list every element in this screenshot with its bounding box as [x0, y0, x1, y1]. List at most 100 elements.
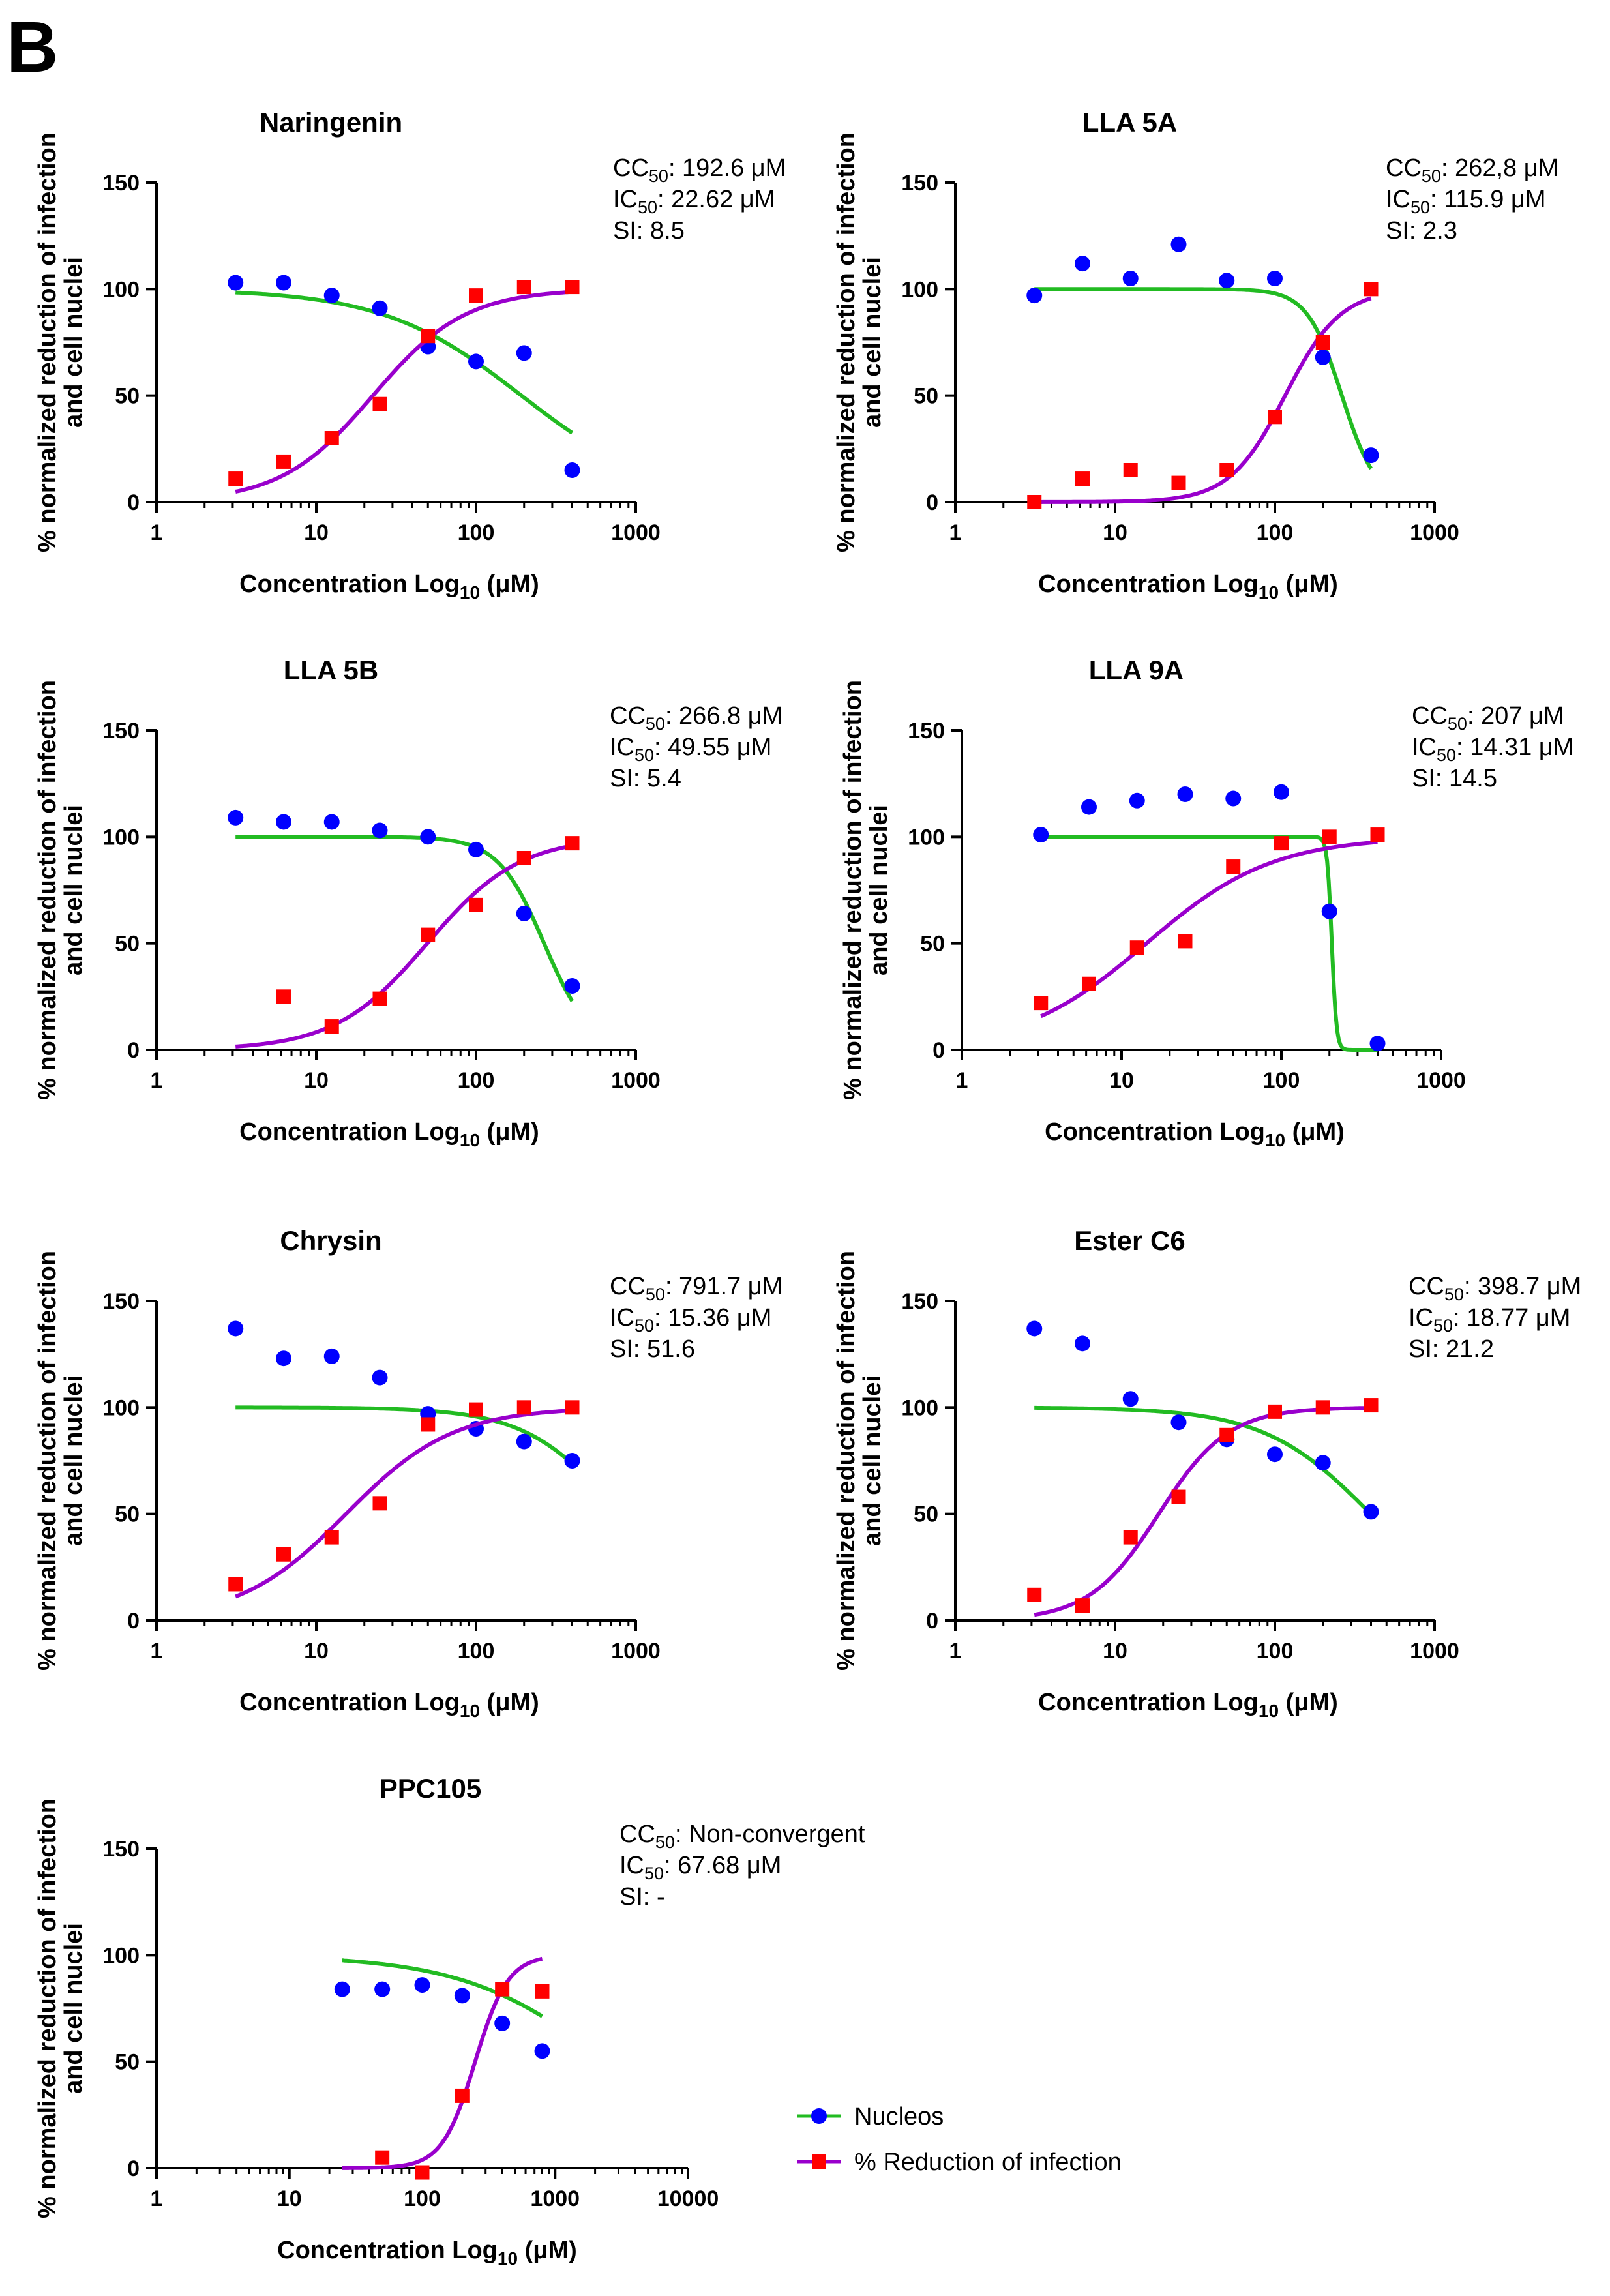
stat-line: CC50: 791.7 μM [610, 1273, 783, 1304]
panel-letter: B [7, 7, 58, 87]
infection-point [1027, 1587, 1042, 1602]
y-tick-label: 50 [115, 2050, 140, 2075]
chart-title: LLA 5A [1082, 107, 1177, 138]
y-tick-label: 50 [914, 1502, 938, 1527]
nucleos-point [1129, 792, 1145, 809]
x-tick-label: 10 [277, 2186, 302, 2211]
infection-point [1315, 335, 1330, 350]
nucleos-point [414, 1977, 430, 1993]
infection-point [421, 927, 436, 942]
x-tick-label: 1000 [530, 2186, 580, 2211]
y-tick-label: 150 [102, 171, 140, 196]
x-axis-label: Concentration Log10 (μM) [239, 1689, 539, 1721]
infection-point [1274, 836, 1289, 851]
infection-point [469, 1402, 483, 1417]
nucleos-point [1369, 1036, 1386, 1052]
stat-line: IC50: 22.62 μM [613, 186, 775, 217]
x-tick-label: 1 [151, 2186, 163, 2211]
infection-point [1027, 495, 1042, 509]
chart-panel: Ester C6 0 50 100 150 1 10 100 1000 Concentration… [833, 1225, 1581, 1721]
y-axis-label-line2: and cell nuclei [60, 805, 87, 976]
legend-nucleos-label: Nucleos [854, 2103, 944, 2130]
nucleos-point [1363, 447, 1379, 464]
infection-point [1364, 1398, 1379, 1413]
chart-title: Ester C6 [1074, 1225, 1185, 1256]
x-tick-label: 100 [458, 1068, 495, 1093]
nucleos-fit-curve [1034, 1405, 1373, 1516]
stat-line: CC50: Non-convergent [619, 1821, 865, 1852]
x-tick-label: 1 [956, 1068, 968, 1093]
infection-point [1219, 463, 1234, 477]
infection-point [372, 1496, 387, 1511]
nucleos-point [275, 1350, 291, 1367]
infection-point [372, 396, 387, 411]
x-axis-label: Concentration Log10 (μM) [239, 1118, 539, 1150]
stat-line: CC50: 398.7 μM [1409, 1273, 1581, 1304]
y-tick-label: 150 [102, 1837, 140, 1862]
nucleos-point [374, 1981, 391, 1997]
chart-panel: Naringenin 0 50 100 150 1 10 100 1000 Concentrati… [34, 107, 786, 603]
nucleos-point [1267, 271, 1283, 286]
nucleos-fit-curve [235, 835, 574, 1002]
y-tick-label: 100 [102, 825, 140, 850]
infection-point [516, 851, 531, 865]
nucleos-point [1267, 1446, 1283, 1463]
infection-point [1129, 940, 1144, 955]
infection-point [1315, 1400, 1330, 1415]
y-axis-label-line2: and cell nuclei [60, 257, 87, 428]
y-tick-label: 0 [127, 1609, 140, 1633]
infection-point [372, 991, 387, 1006]
infection-point [1178, 934, 1193, 949]
y-tick-label: 100 [901, 277, 938, 302]
legend-nucleos-marker [811, 2108, 827, 2124]
chart-panel: LLA 5B 0 50 100 150 1 10 100 1000 Concentration L… [34, 655, 783, 1150]
y-axis-label-line1: % normalized reduction of infection [34, 1251, 61, 1671]
y-tick-label: 50 [115, 932, 140, 957]
infection-point [228, 471, 243, 486]
stat-line: IC50: 49.55 μM [610, 734, 771, 765]
infection-point [1226, 859, 1241, 874]
infection-point [495, 1982, 510, 1997]
infection-point [1034, 996, 1049, 1011]
legend-infection-marker [812, 2154, 826, 2169]
nucleos-point [1081, 799, 1097, 815]
legend-infection-label: % Reduction of infection [854, 2149, 1122, 2176]
x-tick-label: 1000 [611, 1068, 661, 1093]
nucleos-point [1170, 236, 1187, 252]
nucleos-point [334, 1981, 350, 1997]
infection-fit-curve [342, 1956, 543, 2170]
y-axis-label-line1: % normalized reduction of infection [34, 1798, 61, 2218]
y-tick-label: 150 [901, 1289, 938, 1314]
y-tick-label: 150 [102, 1289, 140, 1314]
x-tick-label: 1 [151, 1639, 163, 1663]
stat-line: SI: 14.5 [1412, 765, 1497, 792]
stat-line: CC50: 262,8 μM [1386, 155, 1558, 186]
infection-point [375, 2150, 390, 2165]
nucleos-point [1033, 827, 1049, 843]
nucleos-point [1122, 271, 1139, 286]
infection-point [324, 1019, 339, 1034]
nucleos-fit-curve [1034, 287, 1373, 470]
nucleos-point [1177, 786, 1193, 802]
infection-point [565, 1400, 580, 1415]
x-tick-label: 10000 [657, 2186, 719, 2211]
nucleos-point [564, 978, 580, 994]
x-axis-label: Concentration Log10 (μM) [277, 2237, 577, 2269]
nucleos-point [1026, 288, 1043, 304]
infection-point [1171, 1489, 1186, 1504]
y-axis-label-line1: % normalized reduction of infection [34, 132, 61, 552]
nucleos-point [468, 353, 484, 370]
infection-fit-curve [235, 844, 573, 1049]
stat-line: IC50: 14.31 μM [1412, 734, 1573, 765]
nucleos-point [468, 841, 484, 857]
infection-point [324, 431, 339, 445]
chart-title: Chrysin [280, 1225, 381, 1256]
infection-point [1123, 1530, 1138, 1545]
x-tick-label: 10 [304, 1639, 329, 1663]
infection-point [415, 2165, 430, 2180]
nucleos-point [228, 275, 244, 291]
infection-point [421, 329, 436, 344]
infection-point [469, 897, 483, 912]
x-tick-label: 100 [458, 520, 495, 545]
